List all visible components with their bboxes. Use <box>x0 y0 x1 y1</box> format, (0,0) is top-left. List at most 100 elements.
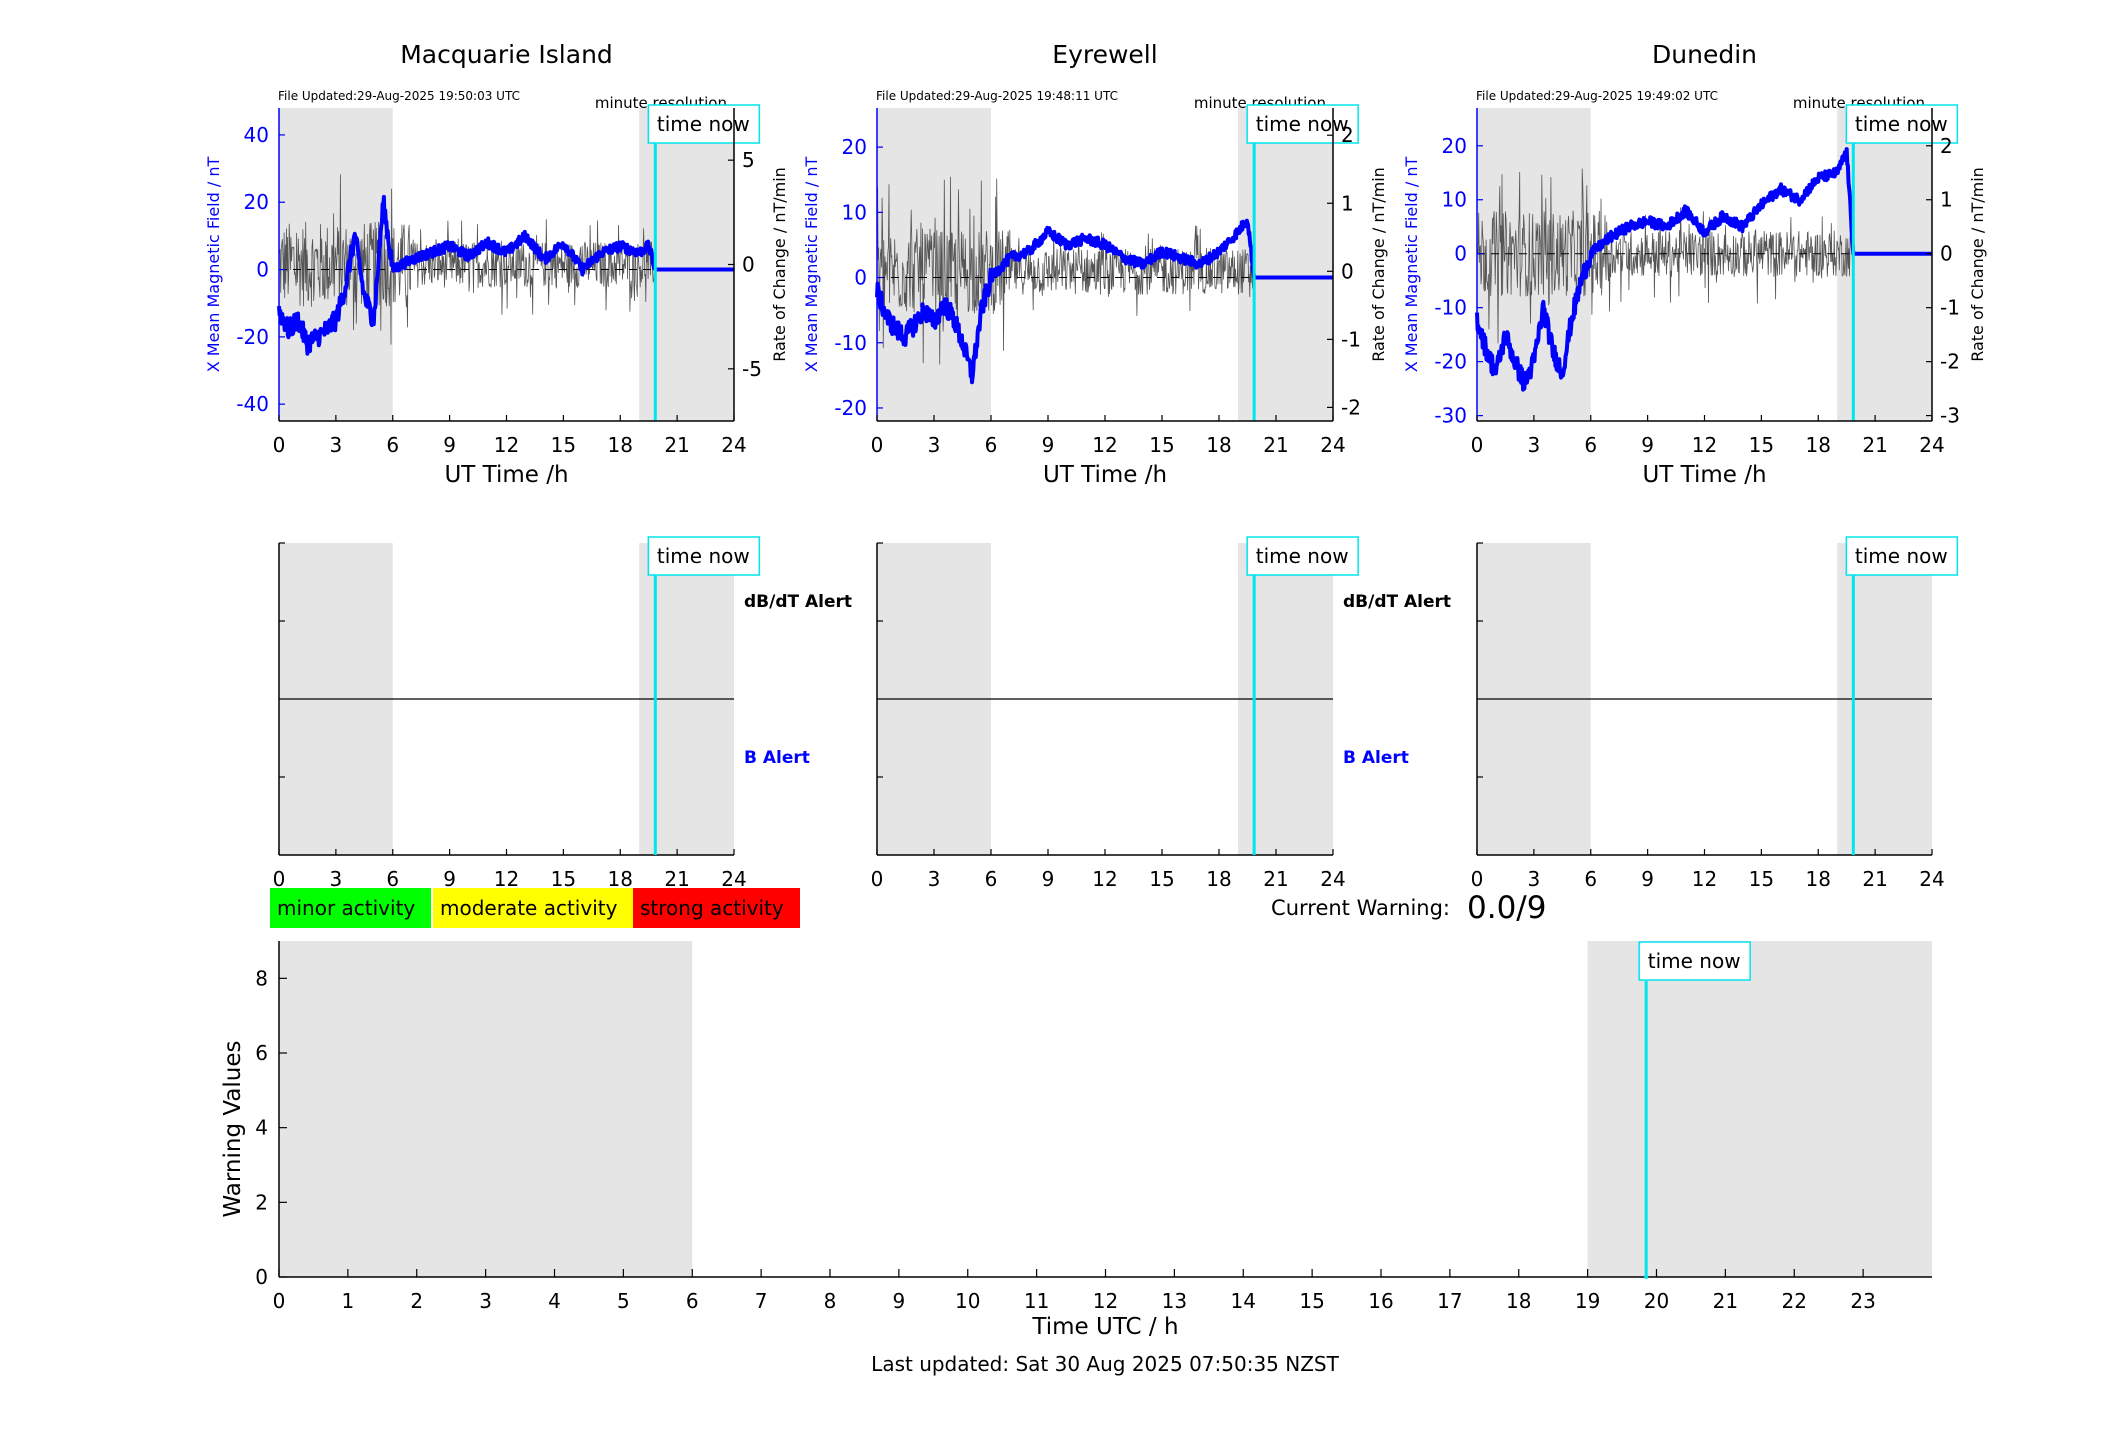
x-tick-label: 0 <box>871 867 884 891</box>
right-tick-label: 2 <box>1341 123 1354 147</box>
left-tick-label: 0 <box>854 266 867 290</box>
left-tick-label: -10 <box>834 331 867 355</box>
x-tick-label: 21 <box>1862 867 1887 891</box>
left-y-axis-label: X Mean Magnetic Field / nT <box>1402 157 1421 373</box>
strong-activity-legend <box>633 888 800 928</box>
minor-activity-legend <box>270 888 431 928</box>
x-tick-label: 15 <box>551 433 576 457</box>
x-tick-label: 12 <box>1092 867 1117 891</box>
left-tick-label: -20 <box>834 396 867 420</box>
warning-x-tick-label: 19 <box>1575 1289 1600 1313</box>
right-tick-label: 0 <box>742 253 755 277</box>
warning-x-tick-label: 12 <box>1093 1289 1118 1313</box>
time-now-box <box>647 104 761 144</box>
x-tick-label: 9 <box>443 433 456 457</box>
warning-x-axis-label: Time UTC / h <box>1031 1314 1178 1340</box>
left-tick-label: 10 <box>1442 188 1467 212</box>
left-tick-label: -40 <box>236 392 269 416</box>
x-axis-label: UT Time /h <box>444 462 568 488</box>
x-tick-label: 0 <box>871 433 884 457</box>
x-tick-label: 18 <box>1806 433 1831 457</box>
right-tick-label: -5 <box>742 357 762 381</box>
left-tick-label: -20 <box>1434 350 1467 374</box>
warning-x-tick-label: 16 <box>1368 1289 1393 1313</box>
x-tick-label: 15 <box>551 867 576 891</box>
magnetic-field-line <box>1475 147 1934 392</box>
time-now-label: time now <box>657 544 750 568</box>
warning-x-tick-label: 14 <box>1231 1289 1256 1313</box>
x-tick-label: 15 <box>1749 867 1774 891</box>
x-tick-label: 12 <box>1692 867 1717 891</box>
last-updated-text: Last updated: Sat 30 Aug 2025 07:50:35 N… <box>871 1352 1339 1376</box>
left-tick-label: -10 <box>1434 296 1467 320</box>
warning-x-tick-label: 1 <box>342 1289 355 1313</box>
dbdt-alert-label: dB/dT Alert <box>744 592 852 612</box>
warning-x-tick-label: 8 <box>824 1289 837 1313</box>
x-tick-label: 24 <box>1320 433 1345 457</box>
warning-x-tick-label: 9 <box>893 1289 906 1313</box>
right-tick-label: -2 <box>1341 395 1361 419</box>
x-tick-label: 0 <box>273 433 286 457</box>
x-tick-label: 15 <box>1749 433 1774 457</box>
time-now-box <box>1246 536 1359 576</box>
warning-x-tick-label: 18 <box>1506 1289 1531 1313</box>
x-tick-label: 6 <box>985 867 998 891</box>
left-tick-label: 0 <box>256 258 269 282</box>
x-tick-label: 21 <box>1263 433 1288 457</box>
file-updated-text: File Updated:29-Aug-2025 19:49:02 UTC <box>1476 89 1718 103</box>
station-title: Eyrewell <box>1052 40 1157 69</box>
current-warning-point <box>1644 1275 1649 1279</box>
warning-x-tick-label: 15 <box>1299 1289 1324 1313</box>
left-tick-label: 10 <box>842 200 867 224</box>
x-tick-label: 24 <box>1919 433 1944 457</box>
right-y-axis-label: Rate of Change / nT/min <box>1968 167 1987 362</box>
warning-x-tick-label: 20 <box>1644 1289 1669 1313</box>
time-now-box <box>647 536 761 576</box>
x-tick-label: 21 <box>1862 433 1887 457</box>
x-tick-label: 21 <box>1263 867 1288 891</box>
x-tick-label: 24 <box>1919 867 1944 891</box>
x-tick-label: 9 <box>443 867 456 891</box>
warning-x-tick-label: 22 <box>1782 1289 1807 1313</box>
warning-x-tick-label: 6 <box>686 1289 699 1313</box>
left-tick-label: -20 <box>236 325 269 349</box>
x-tick-label: 3 <box>330 433 343 457</box>
warning-x-tick-label: 4 <box>548 1289 561 1313</box>
current-warning-label: Current Warning: <box>1271 896 1450 920</box>
file-updated-text: File Updated:29-Aug-2025 19:50:03 UTC <box>278 89 520 103</box>
x-tick-label: 15 <box>1149 433 1174 457</box>
warning-x-tick-label: 10 <box>955 1289 980 1313</box>
current-warning-value: 0.0/9 <box>1467 890 1546 926</box>
moderate-activity-legend <box>433 888 633 928</box>
magnetic-field-line <box>277 194 736 356</box>
right-tick-label: 0 <box>1341 259 1354 283</box>
warning-x-tick-label: 11 <box>1024 1289 1049 1313</box>
x-tick-label: 6 <box>1584 433 1597 457</box>
x-tick-label: 9 <box>1641 433 1654 457</box>
x-tick-label: 18 <box>608 433 633 457</box>
x-tick-label: 3 <box>330 867 343 891</box>
time-now-label: time now <box>657 112 750 136</box>
x-tick-label: 6 <box>1584 867 1597 891</box>
time-now-label: time now <box>1256 112 1349 136</box>
x-tick-label: 24 <box>721 867 746 891</box>
warning-y-tick-label: 0 <box>255 1265 268 1289</box>
x-tick-label: 3 <box>1528 433 1541 457</box>
x-tick-label: 6 <box>386 867 399 891</box>
left-tick-label: 40 <box>244 123 269 147</box>
right-tick-label: 0 <box>1940 242 1953 266</box>
x-tick-label: 12 <box>494 433 519 457</box>
x-axis-label: UT Time /h <box>1642 462 1766 488</box>
x-tick-label: 24 <box>1320 867 1345 891</box>
warning-x-tick-label: 2 <box>410 1289 423 1313</box>
moderate-activity-label: moderate activity <box>440 896 618 920</box>
x-tick-label: 18 <box>1806 867 1831 891</box>
left-tick-label: 20 <box>842 135 867 159</box>
x-tick-label: 12 <box>1092 433 1117 457</box>
right-tick-label: -1 <box>1940 296 1960 320</box>
left-tick-label: 0 <box>1454 242 1467 266</box>
warning-x-tick-label: 7 <box>755 1289 768 1313</box>
warning-x-tick-label: 3 <box>479 1289 492 1313</box>
x-tick-label: 9 <box>1042 433 1055 457</box>
